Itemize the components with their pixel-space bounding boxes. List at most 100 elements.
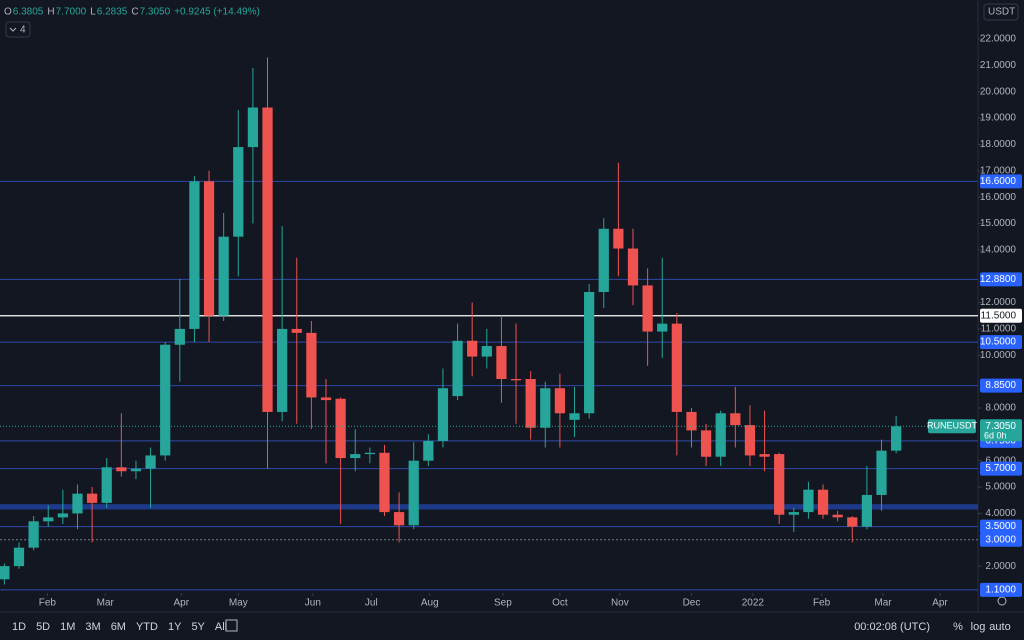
y-tick-label: 12.0000 <box>980 297 1017 308</box>
range-button[interactable]: 5Y <box>191 621 205 633</box>
level-label: 1.1000 <box>985 584 1016 595</box>
level-label-box <box>980 335 1022 350</box>
level-label: 12.8800 <box>980 274 1017 285</box>
ohlc-value: 6.2835 <box>97 7 128 18</box>
y-tick-label: 18.0000 <box>980 139 1017 150</box>
level-label: 16.6000 <box>980 176 1017 187</box>
y-tick-label: 14.0000 <box>980 244 1017 255</box>
x-tick-label: Sep <box>494 598 512 609</box>
x-tick-label: May <box>229 598 248 609</box>
candle-body <box>715 413 726 457</box>
y-tick-label: 4.0000 <box>985 508 1016 519</box>
candle-body <box>686 411 697 431</box>
candle-body <box>847 517 858 527</box>
level-label-box <box>980 378 1022 393</box>
candle-body <box>145 455 156 469</box>
countdown: 6d 0h <box>984 431 1007 441</box>
candle-body <box>86 493 98 503</box>
y-tick-label: 19.0000 <box>980 113 1017 124</box>
candle-body <box>218 236 229 316</box>
candle-body <box>613 228 624 249</box>
candle-body <box>803 489 814 513</box>
candle-body <box>730 413 741 426</box>
level-label-box <box>980 308 1022 323</box>
range-button[interactable]: All <box>215 621 227 633</box>
y-tick-label: 6.0000 <box>985 455 1016 466</box>
candle-body <box>408 460 419 526</box>
x-tick-label: 2022 <box>742 598 765 609</box>
candle-body <box>277 328 288 412</box>
range-button[interactable]: 1D <box>12 621 26 633</box>
currency[interactable]: USDT <box>988 7 1015 18</box>
candle-body <box>540 388 551 428</box>
y-tick-label: 10.0000 <box>980 350 1017 361</box>
ohlc-label: O <box>4 7 12 18</box>
symbol-label: RUNEUSDT <box>927 421 978 431</box>
ohlc-value: 6.3805 <box>13 7 44 18</box>
candle-body <box>525 378 536 428</box>
level-label-box <box>980 582 1022 597</box>
candle-body <box>642 285 653 332</box>
scale-option[interactable]: % <box>953 621 963 633</box>
candle-body <box>0 566 10 580</box>
indicator-toggle[interactable] <box>5 21 31 38</box>
scale-option[interactable]: auto <box>989 621 1010 633</box>
candle-body <box>554 388 566 414</box>
date-range-icon[interactable] <box>225 619 238 632</box>
y-tick-label: 21.0000 <box>980 60 1017 71</box>
ohlc-label: H <box>47 7 54 18</box>
level-label: 8.8500 <box>985 380 1016 391</box>
y-tick-label: 2.0000 <box>985 561 1016 572</box>
candle-body <box>28 521 39 548</box>
range-button[interactable]: 1M <box>60 621 75 633</box>
settings-icon[interactable] <box>997 596 1007 606</box>
candle-body <box>262 107 273 412</box>
candle-body <box>116 467 127 472</box>
candle-body <box>861 494 873 527</box>
ohlc-label: C <box>131 7 138 18</box>
candle-body <box>13 547 25 567</box>
range-button[interactable]: 3M <box>85 621 100 633</box>
y-tick-label: 11.0000 <box>981 324 1017 335</box>
y-tick-label: 15.0000 <box>980 218 1017 229</box>
candle-body <box>379 452 390 513</box>
x-tick-label: Feb <box>813 598 831 609</box>
x-tick-label: Feb <box>39 598 57 609</box>
level-label: 10.5000 <box>980 337 1017 348</box>
candle-body <box>350 454 361 459</box>
y-tick-label: 5.0000 <box>985 482 1016 493</box>
x-tick-label: Aug <box>421 598 439 609</box>
candle-body <box>627 248 639 286</box>
y-tick-label: 17.0000 <box>980 165 1017 176</box>
range-button[interactable]: 6M <box>111 621 126 633</box>
candle-body <box>189 181 200 329</box>
range-button[interactable]: YTD <box>136 621 158 633</box>
currency-button[interactable] <box>983 3 1019 21</box>
candle-body <box>510 378 522 381</box>
level-label: 3.0000 <box>985 534 1016 545</box>
candle-body <box>57 513 68 518</box>
range-button[interactable]: 5D <box>36 621 50 633</box>
indicator-count[interactable]: 4 <box>20 25 26 36</box>
y-tick-label: 16.0000 <box>980 192 1017 203</box>
change: +0.9245 (+14.49%) <box>174 7 260 18</box>
candle-body <box>43 517 54 522</box>
scale-option[interactable]: log <box>971 621 986 633</box>
price-box <box>980 419 1022 442</box>
x-tick-label: Mar <box>874 598 892 609</box>
candle-body <box>891 426 902 451</box>
candle-body <box>876 450 887 495</box>
candle-body <box>569 413 580 420</box>
candle-body <box>452 340 463 397</box>
candle-body <box>700 430 712 457</box>
candle-body <box>247 107 259 148</box>
level-label-box <box>980 519 1022 534</box>
candle-body <box>832 514 843 518</box>
symbol-box <box>928 419 976 434</box>
candle-body <box>817 489 829 515</box>
y-tick-label: 8.0000 <box>985 403 1016 414</box>
candle-body <box>481 346 492 357</box>
range-button[interactable]: 1Y <box>168 621 182 633</box>
level-label-box <box>980 461 1022 476</box>
x-tick-label: Mar <box>97 598 115 609</box>
